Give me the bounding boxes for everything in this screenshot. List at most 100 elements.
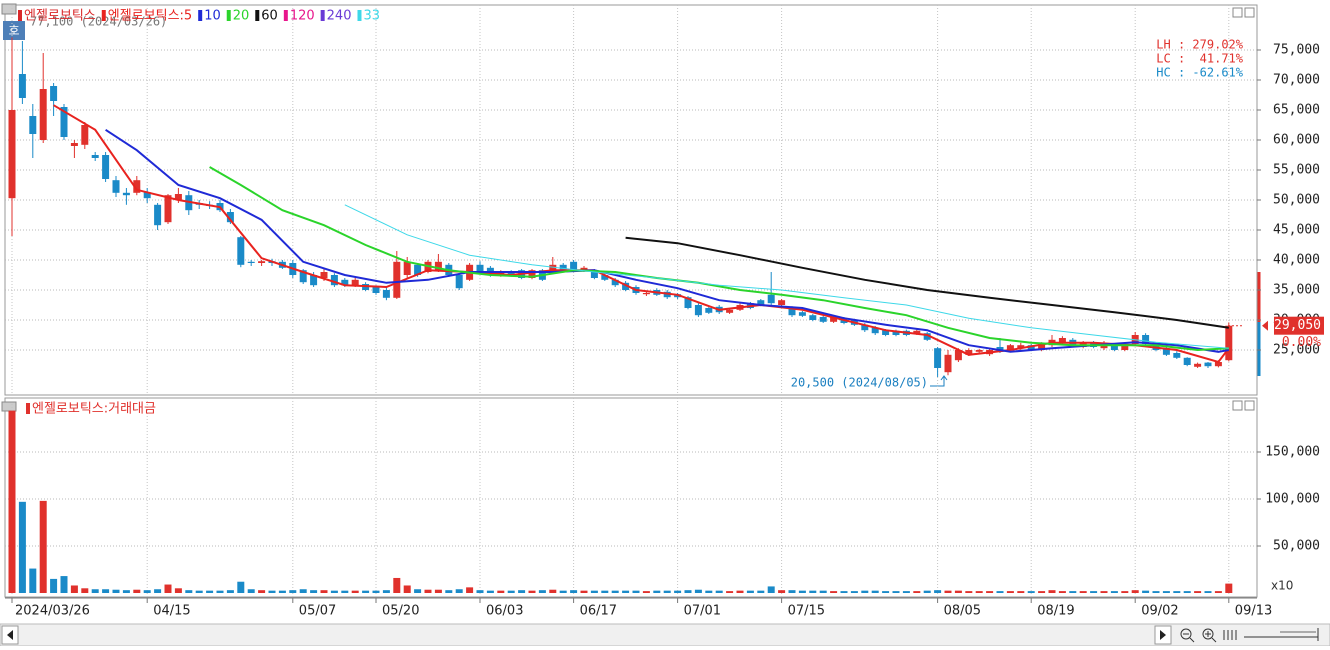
candle-body xyxy=(694,305,702,316)
volume-bar xyxy=(393,577,401,593)
volume-bar xyxy=(1079,591,1087,593)
x-tick-label: 06/03 xyxy=(486,604,523,619)
volume-bar xyxy=(1131,590,1139,593)
candle-body xyxy=(133,180,141,193)
zoom-in[interactable] xyxy=(1202,628,1217,643)
x-tick-label: 09/13 xyxy=(1235,604,1272,619)
scrollbar[interactable] xyxy=(0,623,1330,647)
volume-bar xyxy=(50,578,58,593)
volume-bar xyxy=(414,589,422,593)
candle-body xyxy=(757,300,765,305)
volume-bar xyxy=(850,591,858,593)
legend-swatch xyxy=(283,10,288,21)
volume-bar xyxy=(60,576,68,593)
candle-body xyxy=(892,330,900,335)
x-tick-label: 05/20 xyxy=(382,604,419,619)
volume-bar xyxy=(122,590,130,593)
legend-swatch xyxy=(18,10,22,21)
x-tick-label: 07/01 xyxy=(684,604,721,619)
volume-bar xyxy=(91,589,99,593)
y-tick-label: 50,000 xyxy=(1273,193,1320,208)
x-tick-label: 07/15 xyxy=(788,604,825,619)
candle-body xyxy=(861,324,869,331)
candle-body xyxy=(684,297,692,308)
candle-body xyxy=(944,354,952,373)
legend-entry: 엔젤로보틱스:5 xyxy=(108,9,192,24)
candle-body xyxy=(476,264,484,272)
volume-bar xyxy=(102,589,110,593)
volume-bar xyxy=(590,590,598,593)
panel-close[interactable] xyxy=(1244,7,1255,18)
candle-body xyxy=(965,350,973,355)
panel-close[interactable] xyxy=(1244,400,1255,411)
volume-bar xyxy=(809,590,817,593)
volume-bar xyxy=(372,590,380,593)
candle-body xyxy=(154,204,162,226)
volume-bar xyxy=(1194,591,1202,593)
candle-body xyxy=(60,107,68,137)
last-price-box xyxy=(1274,316,1324,335)
bar-width[interactable] xyxy=(1223,630,1237,640)
volume-bar xyxy=(954,590,962,593)
volume-bar xyxy=(455,589,463,593)
badge[interactable]: 호 xyxy=(8,24,19,38)
candle-body xyxy=(642,293,650,295)
volume-bar xyxy=(580,590,588,593)
volume-bar xyxy=(965,591,973,593)
candle-body xyxy=(1142,335,1150,344)
candle-body xyxy=(372,287,380,293)
candle-body xyxy=(705,308,713,313)
candle-body xyxy=(622,282,630,290)
candle-body xyxy=(590,270,598,278)
candle-body xyxy=(778,300,786,305)
stat-text: LH : 279.02% xyxy=(1156,38,1243,52)
legend-entry: 20 xyxy=(233,9,250,24)
x-tick-label: 08/05 xyxy=(944,604,981,619)
candle-body xyxy=(1017,345,1025,349)
volume-bar xyxy=(497,590,505,593)
y-tick-label: 60,000 xyxy=(1273,133,1320,148)
volume-bar xyxy=(674,590,682,593)
panel-minimize[interactable] xyxy=(1232,400,1243,411)
ma-line xyxy=(344,204,1229,349)
panel-icon[interactable] xyxy=(1,3,17,15)
candle-body xyxy=(91,155,99,158)
badge-box[interactable] xyxy=(3,21,25,40)
zoom-slider[interactable] xyxy=(1244,628,1319,641)
candle-body xyxy=(611,279,619,286)
volume-bar xyxy=(1183,591,1191,593)
volume-bar xyxy=(29,568,37,593)
candle-body xyxy=(1214,362,1222,367)
panel-minimize[interactable] xyxy=(1232,7,1243,18)
candle-body xyxy=(382,290,390,298)
candle-body xyxy=(809,315,817,320)
volume-bar xyxy=(206,590,214,593)
volume-bar xyxy=(861,590,869,593)
zoom-out[interactable] xyxy=(1180,628,1195,643)
candle-body xyxy=(923,333,931,340)
volume-bar xyxy=(778,590,786,593)
volume-bar xyxy=(570,590,578,593)
volume-bar xyxy=(1162,591,1170,593)
legend-entry: 240 xyxy=(327,9,352,24)
volume-bar xyxy=(653,590,661,593)
legend-swatch xyxy=(226,10,231,21)
candle-body xyxy=(18,74,26,98)
volume-bar xyxy=(466,587,474,593)
volume-bar xyxy=(310,590,318,593)
candle-body xyxy=(559,264,567,271)
volume-bar xyxy=(830,591,838,593)
candle-body xyxy=(39,89,47,140)
volume-bar xyxy=(996,591,1004,593)
volume-bar xyxy=(736,590,744,593)
candle-body xyxy=(798,312,806,316)
volume-title: 엔젤로보틱스:거래대금 xyxy=(32,402,156,417)
volume-bar xyxy=(1017,591,1025,593)
panel-icon[interactable] xyxy=(1,401,17,412)
x-tick-label: 09/02 xyxy=(1141,604,1178,619)
candle-body xyxy=(70,143,78,146)
candle-body xyxy=(934,348,942,368)
legend-entry: 10 xyxy=(204,9,221,24)
volume-bar xyxy=(330,590,338,593)
y-tick-label: 65,000 xyxy=(1273,103,1320,118)
